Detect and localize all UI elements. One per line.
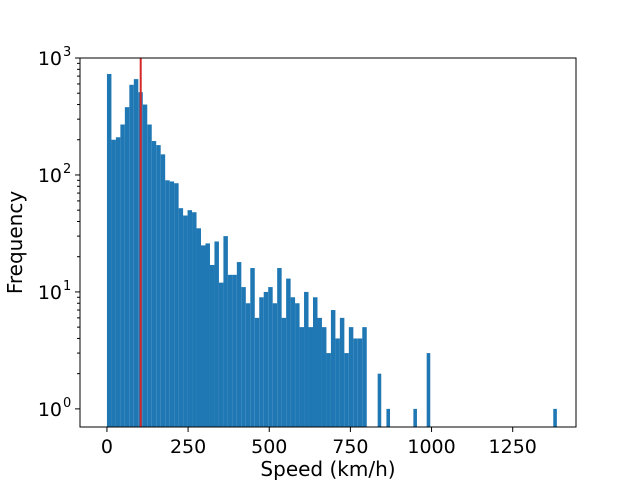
histogram-bar: [223, 236, 228, 427]
histogram-bar: [214, 241, 219, 427]
histogram-bar: [165, 180, 170, 427]
x-tick-label: 750: [332, 436, 368, 458]
histogram-bar: [308, 327, 314, 427]
histogram-bar: [183, 215, 188, 427]
histogram-bar: [250, 268, 255, 427]
histogram-bar: [205, 243, 210, 427]
histogram-bar: [156, 145, 161, 428]
x-tick-label: 1000: [407, 436, 455, 458]
histogram-bar: [178, 208, 184, 427]
y-axis-label: Frequency: [3, 191, 27, 294]
histogram-bar: [259, 297, 264, 427]
histogram-bar: [304, 291, 309, 427]
histogram-bar: [187, 210, 193, 427]
histogram-bar: [106, 73, 112, 427]
histogram-bar: [339, 317, 345, 427]
x-axis-label: Speed (km/h): [260, 457, 395, 480]
y-tick-exponent: 0: [63, 396, 71, 411]
x-axis-ticks: 0 250 500 750 1000 1250: [101, 427, 537, 458]
y-tick-label: 10: [38, 48, 62, 70]
y-tick-exponent: 3: [63, 45, 71, 60]
histogram-bar: [321, 327, 327, 427]
histogram-bar: [174, 183, 179, 427]
histogram-bar: [263, 291, 269, 427]
histogram-bar: [335, 338, 340, 427]
histogram-bar: [227, 274, 233, 427]
histogram-bar: [330, 310, 336, 427]
histogram-bar: [326, 353, 331, 427]
histogram-bar: [286, 278, 291, 427]
histogram-bar: [290, 297, 296, 427]
x-tick-label: 1250: [489, 436, 537, 458]
y-tick-label: 10: [38, 282, 62, 304]
x-tick-label: 0: [101, 436, 113, 458]
histogram-bar: [201, 245, 206, 427]
histogram-bar: [426, 353, 431, 427]
histogram-bar: [413, 408, 417, 427]
x-tick-label: 250: [170, 436, 206, 458]
histogram-bar: [317, 317, 322, 427]
histogram-bar: [313, 297, 318, 427]
histogram-bar: [295, 303, 300, 427]
histogram-bar: [232, 274, 237, 427]
histogram-bar: [111, 139, 116, 427]
y-tick-exponent: 2: [63, 162, 71, 177]
histogram-bar: [120, 124, 125, 427]
histogram-bar: [281, 317, 287, 427]
histogram-bar: [268, 287, 273, 427]
histogram-bar: [277, 268, 282, 427]
histogram-bar: [272, 303, 278, 427]
histogram-bar: [353, 338, 358, 427]
histogram-bar: [236, 262, 242, 427]
histogram-bar: [124, 107, 130, 427]
histogram-bar: [357, 338, 363, 427]
histogram-bar: [377, 373, 382, 427]
histogram-bar: [133, 79, 139, 427]
histogram-bar: [553, 408, 557, 427]
y-tick-label: 10: [38, 165, 62, 187]
histogram-bar: [241, 287, 246, 427]
histogram-bar: [218, 282, 224, 427]
histogram-bar: [142, 104, 148, 427]
histogram-bar: [299, 327, 305, 427]
histogram-bar: [386, 408, 391, 427]
y-tick-exponent: 1: [63, 279, 71, 294]
histogram-bar: [254, 317, 260, 427]
histogram-bar: [147, 124, 152, 427]
histogram-bar: [151, 141, 157, 427]
histogram-bar: [362, 327, 367, 427]
histogram-bar: [245, 303, 251, 427]
histogram-bar: [348, 327, 354, 427]
histogram-bar: [192, 212, 197, 427]
plot-frame: [79, 57, 577, 428]
y-tick-label: 10: [38, 399, 62, 421]
histogram-bar: [169, 181, 175, 427]
histogram-bar: [129, 84, 134, 428]
histogram-bar: [115, 137, 121, 427]
histogram-bar: [209, 264, 215, 427]
histogram-bar: [344, 353, 349, 427]
x-tick-label: 500: [251, 436, 287, 458]
histogram-bar: [196, 228, 202, 427]
histogram-bar: [160, 154, 166, 428]
